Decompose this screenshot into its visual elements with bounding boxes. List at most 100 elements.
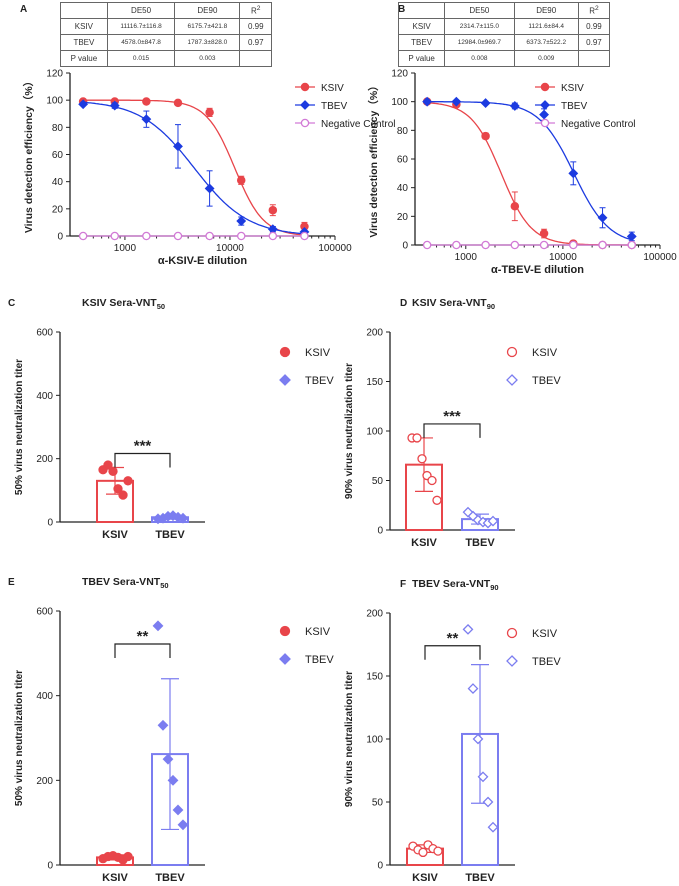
y-tick-label: 0 — [47, 518, 53, 529]
x-tick-label: 1000 — [455, 252, 478, 263]
data-point — [482, 796, 494, 808]
data-point — [152, 620, 164, 632]
x-tick-label: TBEV — [465, 872, 495, 884]
data-point — [78, 231, 88, 241]
data-point — [103, 460, 113, 470]
data-point — [472, 733, 484, 745]
data-point — [279, 653, 291, 665]
y-tick-label: 200 — [366, 328, 383, 339]
fit-curve-0 — [83, 99, 305, 236]
significance-stars: ** — [137, 628, 149, 645]
table-cell: 6175.7±421.8 — [174, 18, 241, 35]
panel-label: A — [20, 4, 27, 15]
y-tick-label: 40 — [52, 177, 64, 188]
y-tick-label: 60 — [52, 150, 64, 161]
table-header: DE90 — [174, 2, 241, 19]
x-tick-label: 10000 — [216, 243, 244, 254]
y-tick-label: 50 — [372, 476, 384, 487]
table-cell: P value — [60, 50, 108, 67]
data-point — [173, 141, 183, 152]
data-point — [510, 202, 520, 211]
title-subscript: 90 — [490, 583, 498, 592]
data-point — [300, 100, 310, 110]
data-point — [279, 346, 291, 358]
x-axis-label: α-TBEV-E dilution — [491, 264, 584, 276]
data-point — [506, 655, 518, 667]
data-point — [481, 131, 490, 141]
data-point — [236, 176, 246, 185]
data-point — [539, 229, 549, 238]
y-axis-label: 50% virus neutralization titer — [14, 670, 25, 806]
data-point — [205, 231, 214, 241]
y-tick-label: 400 — [36, 691, 53, 702]
table-cell — [239, 50, 272, 67]
y-tick-label: 20 — [397, 212, 409, 223]
table-cell: 1121.6±84.4 — [513, 18, 579, 35]
data-point — [540, 118, 550, 128]
data-point — [467, 683, 479, 695]
legend-label: KSIV — [561, 83, 584, 94]
data-point — [141, 114, 152, 125]
data-point — [279, 374, 291, 386]
data-point — [108, 466, 118, 476]
y-tick-label: 80 — [52, 123, 64, 134]
table-row: KSIV 2314.7±115.0 1121.6±84.4 0.99 — [397, 18, 611, 35]
data-point — [506, 346, 518, 358]
table-header — [397, 2, 446, 19]
data-point — [626, 231, 637, 242]
table-cell: 11116.7±116.8 — [106, 18, 176, 35]
significance-bracket — [114, 643, 171, 659]
data-point — [427, 475, 437, 486]
table-cell: 0.97 — [239, 34, 272, 51]
data-point — [452, 240, 461, 250]
data-point — [236, 216, 247, 226]
x-tick-label: TBEV — [155, 529, 185, 541]
panel-title: KSIV Sera-VNT50 — [82, 297, 165, 311]
y-axis-label: 50% virus neutralization titer — [14, 359, 25, 495]
x-tick-label: TBEV — [465, 537, 495, 549]
legend-label: KSIV — [532, 347, 558, 359]
data-point — [300, 82, 310, 92]
y-tick-label: 0 — [57, 232, 63, 243]
x-tick-label: KSIV — [411, 537, 437, 549]
y-tick-label: 120 — [391, 69, 408, 80]
y-tick-label: 100 — [366, 735, 383, 746]
data-point — [300, 118, 310, 128]
x-tick-label: KSIV — [412, 872, 438, 884]
y-axis-label: Virus detection efficiency（%） — [367, 80, 380, 237]
table-cell: 0.015 — [106, 50, 176, 67]
data-point — [268, 205, 278, 215]
table-row: KSIV 11116.7±116.8 6175.7±421.8 0.99 — [60, 18, 272, 35]
data-point — [123, 851, 133, 862]
x-tick-label: KSIV — [102, 529, 128, 541]
y-tick-label: 60 — [397, 155, 409, 166]
legend-label: KSIV — [532, 628, 558, 640]
y-tick-label: 0 — [377, 861, 383, 872]
y-tick-label: 600 — [36, 328, 53, 339]
y-axis-label: 90% virus neutralization titer — [344, 671, 355, 807]
data-point — [162, 753, 174, 765]
data-point — [480, 98, 491, 109]
data-point — [177, 819, 189, 831]
table-row: TBEV 12984.0±969.7 6373.7±522.2 0.97 — [397, 34, 611, 51]
data-point — [279, 625, 291, 637]
legend-label: TBEV — [561, 101, 587, 112]
data-point — [627, 240, 637, 250]
data-point — [142, 97, 151, 106]
y-tick-label: 100 — [366, 427, 383, 438]
table-cell: TBEV — [397, 34, 446, 51]
table-cell: 0.009 — [513, 50, 579, 67]
legend-label: TBEV — [305, 375, 334, 387]
table-row: TBEV 4578.0±847.8 1787.3±828.0 0.97 — [60, 34, 272, 51]
y-tick-label: 150 — [366, 377, 383, 388]
data-point — [418, 847, 428, 858]
table-cell: P value — [397, 50, 446, 67]
data-point — [177, 512, 189, 524]
x-tick-label: 100000 — [643, 252, 677, 263]
data-point — [204, 183, 215, 194]
table-cell: KSIV — [60, 18, 108, 35]
legend-label: TBEV — [321, 101, 347, 112]
panel-label: C — [8, 298, 15, 309]
